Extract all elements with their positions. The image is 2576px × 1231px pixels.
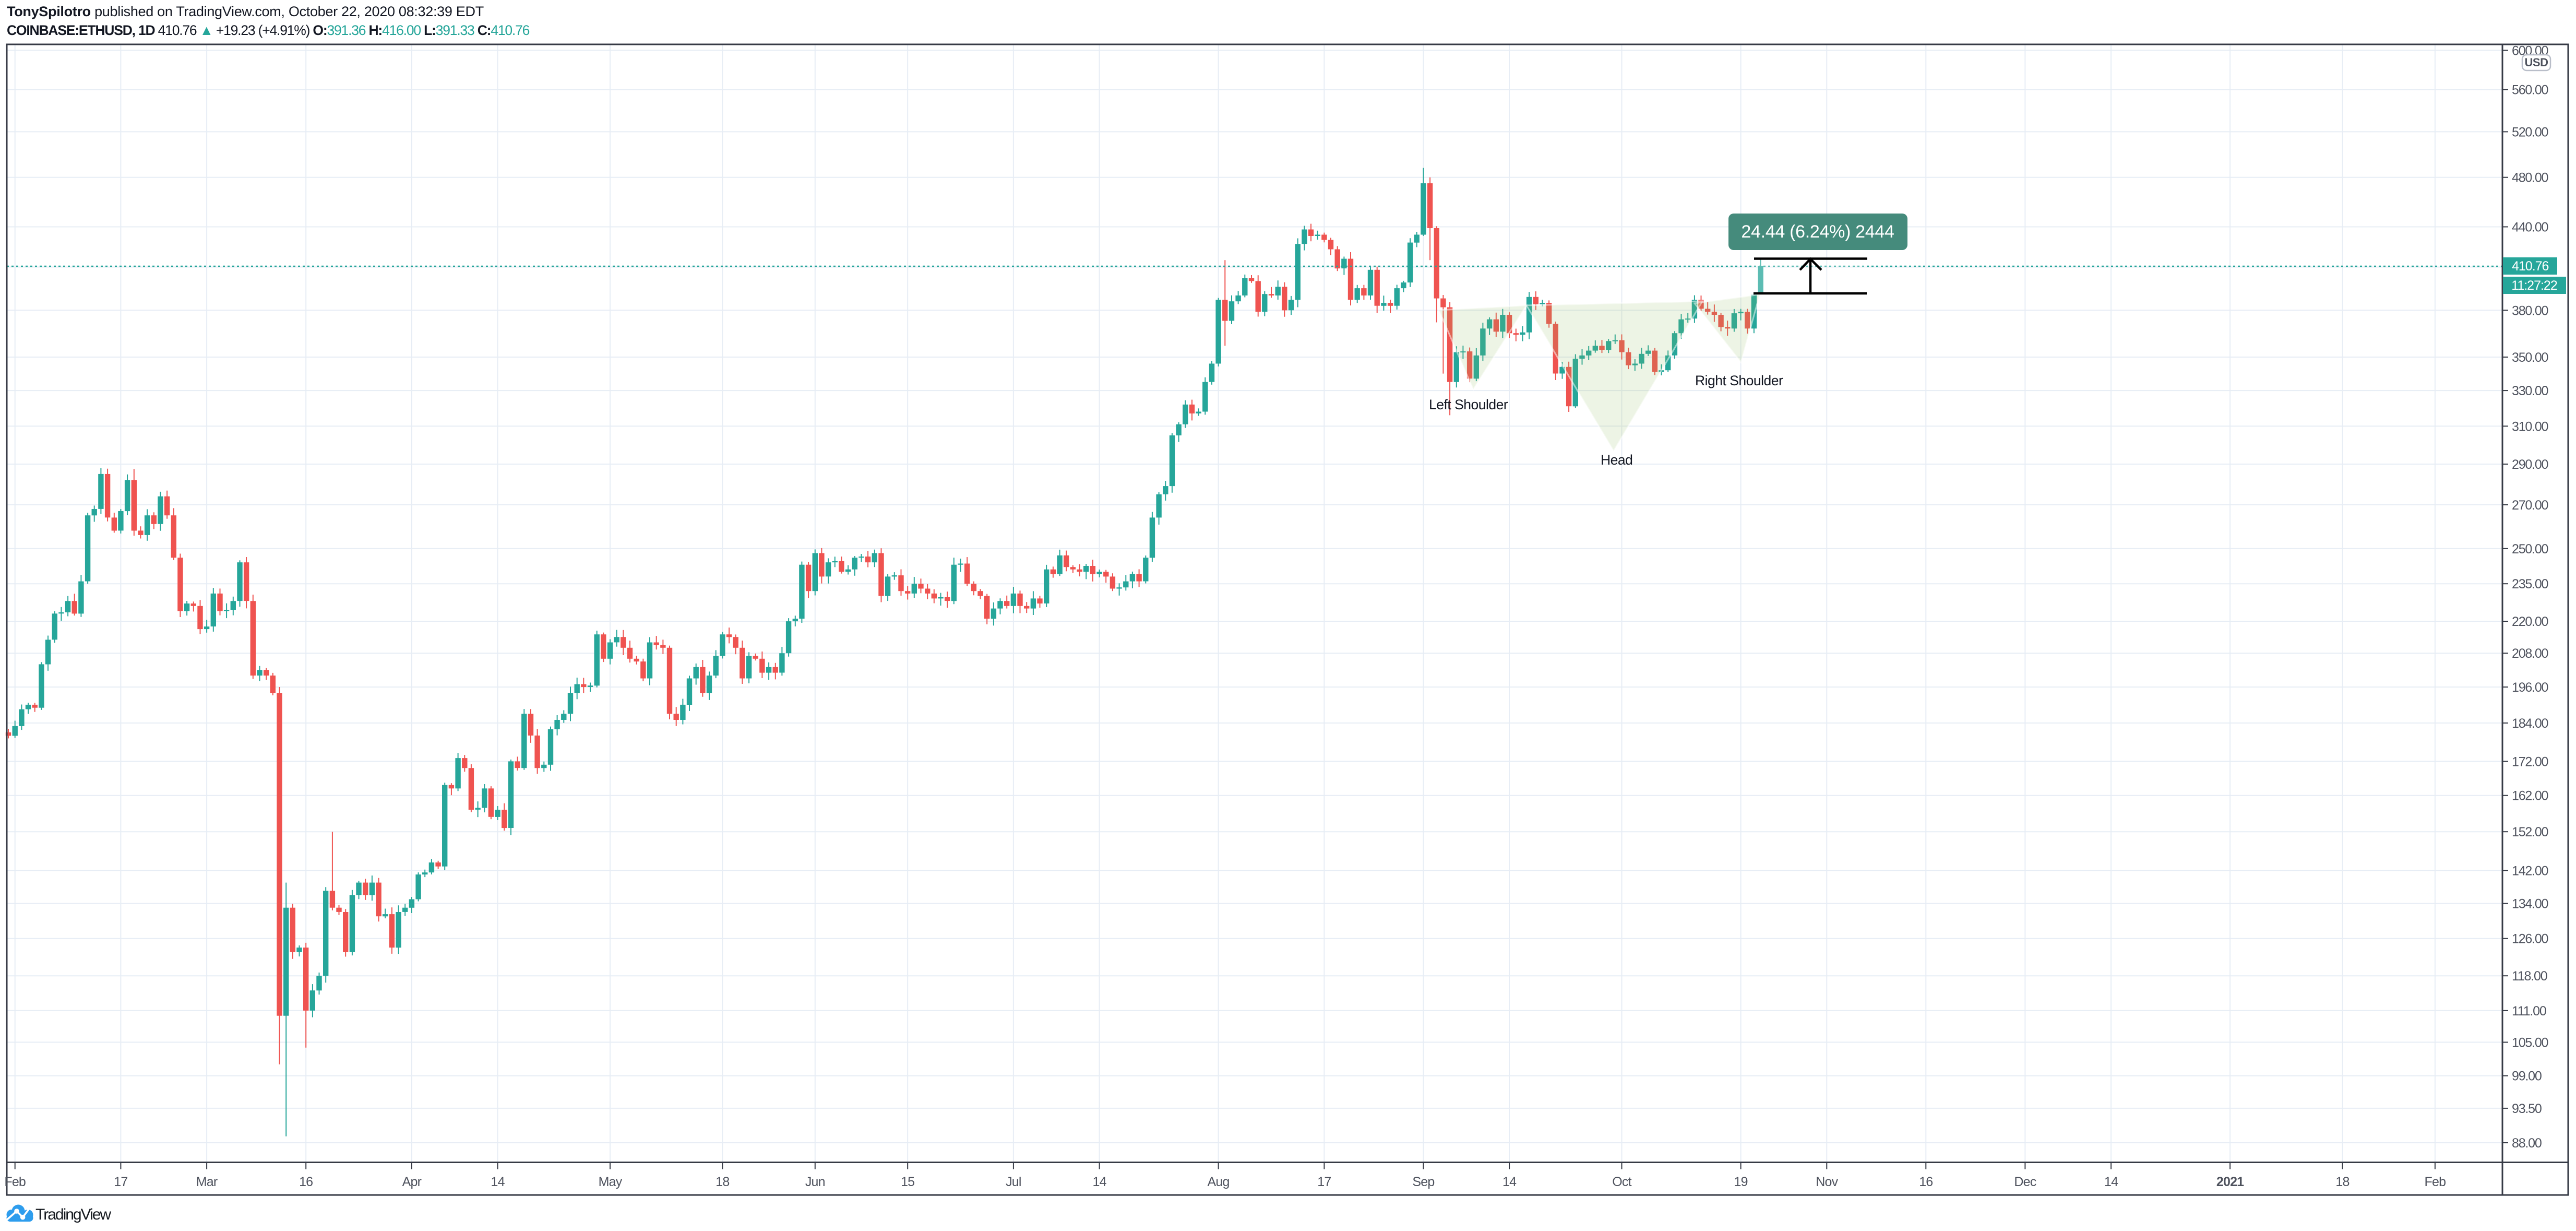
svg-text:2021: 2021: [2216, 1175, 2244, 1189]
svg-text:15: 15: [901, 1175, 914, 1189]
svg-text:Dec: Dec: [2014, 1175, 2036, 1189]
svg-text:270.00: 270.00: [2512, 498, 2548, 513]
svg-text:196.00: 196.00: [2512, 680, 2548, 695]
svg-text:Mar: Mar: [196, 1175, 218, 1189]
svg-text:USD: USD: [2525, 56, 2548, 69]
svg-text:Aug: Aug: [1208, 1175, 1230, 1189]
svg-text:Left Shoulder: Left Shoulder: [1429, 397, 1508, 412]
svg-text:17: 17: [1317, 1175, 1331, 1189]
svg-text:14: 14: [2104, 1175, 2118, 1189]
svg-text:480.00: 480.00: [2512, 171, 2548, 185]
svg-text:Head: Head: [1601, 452, 1632, 468]
svg-text:380.00: 380.00: [2512, 303, 2548, 318]
svg-text:126.00: 126.00: [2512, 932, 2548, 946]
svg-text:162.00: 162.00: [2512, 789, 2548, 803]
svg-text:520.00: 520.00: [2512, 125, 2548, 139]
svg-text:16: 16: [299, 1175, 313, 1189]
svg-text:142.00: 142.00: [2512, 863, 2548, 878]
svg-text:208.00: 208.00: [2512, 646, 2548, 661]
svg-text:TradingView: TradingView: [35, 1206, 111, 1223]
svg-text:Nov: Nov: [1816, 1175, 1838, 1189]
svg-text:152.00: 152.00: [2512, 825, 2548, 839]
svg-text:11:27:22: 11:27:22: [2511, 278, 2557, 293]
svg-text:310.00: 310.00: [2512, 419, 2548, 434]
svg-text:Sep: Sep: [1412, 1175, 1434, 1189]
svg-text:TonySpilotro published on Trad: TonySpilotro published on TradingView.co…: [7, 4, 484, 19]
svg-text:330.00: 330.00: [2512, 384, 2548, 398]
svg-text:172.00: 172.00: [2512, 754, 2548, 769]
svg-text:14: 14: [1502, 1175, 1517, 1189]
svg-text:118.00: 118.00: [2512, 969, 2547, 984]
svg-text:18: 18: [2335, 1175, 2349, 1189]
svg-text:290.00: 290.00: [2512, 457, 2548, 472]
svg-text:350.00: 350.00: [2512, 350, 2548, 365]
svg-text:440.00: 440.00: [2512, 220, 2548, 235]
svg-text:16: 16: [1919, 1175, 1933, 1189]
svg-text:17: 17: [114, 1175, 127, 1189]
svg-text:99.00: 99.00: [2512, 1069, 2542, 1084]
svg-text:88.00: 88.00: [2512, 1136, 2542, 1151]
svg-text:105.00: 105.00: [2512, 1035, 2548, 1050]
svg-text:24.44 (6.24%) 2444: 24.44 (6.24%) 2444: [1741, 222, 1894, 242]
svg-text:111.00: 111.00: [2512, 1004, 2546, 1019]
svg-text:14: 14: [1092, 1175, 1106, 1189]
svg-text:19: 19: [1734, 1175, 1747, 1189]
svg-text:Feb: Feb: [4, 1175, 26, 1189]
svg-text:235.00: 235.00: [2512, 577, 2548, 591]
svg-text:134.00: 134.00: [2512, 897, 2548, 912]
svg-text:Oct: Oct: [1612, 1175, 1631, 1189]
svg-text:COINBASE:ETHUSD, 1D 410.76 ▲: COINBASE:ETHUSD, 1D 410.76 ▲ +19.23 (+4.…: [7, 22, 530, 38]
svg-text:Right Shoulder: Right Shoulder: [1695, 373, 1783, 388]
svg-text:May: May: [599, 1175, 623, 1189]
svg-text:250.00: 250.00: [2512, 542, 2548, 557]
svg-text:18: 18: [715, 1175, 729, 1189]
svg-text:410.76: 410.76: [2512, 259, 2549, 274]
svg-text:220.00: 220.00: [2512, 614, 2548, 629]
svg-text:14: 14: [491, 1175, 505, 1189]
svg-text:93.50: 93.50: [2512, 1102, 2542, 1116]
svg-text:560.00: 560.00: [2512, 83, 2548, 98]
svg-text:Jun: Jun: [805, 1175, 825, 1189]
svg-text:Jul: Jul: [1006, 1175, 1021, 1189]
svg-text:184.00: 184.00: [2512, 716, 2548, 731]
svg-text:Feb: Feb: [2425, 1175, 2446, 1189]
svg-text:Apr: Apr: [402, 1175, 422, 1189]
